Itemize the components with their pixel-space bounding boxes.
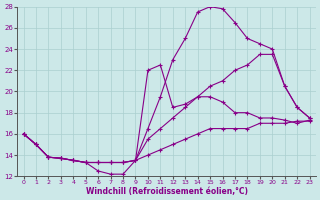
X-axis label: Windchill (Refroidissement éolien,°C): Windchill (Refroidissement éolien,°C) <box>85 187 248 196</box>
